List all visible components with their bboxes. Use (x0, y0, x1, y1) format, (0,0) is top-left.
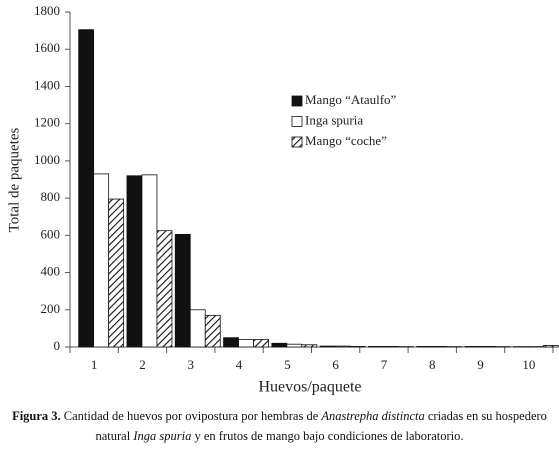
bar (431, 346, 448, 348)
bar (141, 174, 158, 348)
legend-swatch (291, 136, 303, 148)
x-tick-label: 8 (429, 357, 436, 372)
caption-text: y en frutos de mango bajo condiciones de… (191, 429, 464, 443)
caption-italic: Anastrepha distincta (321, 409, 425, 423)
x-tick-label: 2 (139, 357, 146, 372)
legend-swatch (291, 95, 303, 107)
y-tick-label: 400 (41, 264, 61, 279)
bar (334, 345, 351, 348)
bar (301, 344, 318, 348)
bar (253, 339, 269, 348)
bar (319, 345, 336, 348)
x-tick-label: 5 (284, 357, 291, 372)
x-tick-label: 9 (477, 357, 484, 372)
y-tick-label: 200 (41, 301, 61, 316)
legend-swatch (291, 116, 303, 127)
caption-text: Cantidad de huevos por ovipostura por he… (60, 409, 322, 423)
bar (78, 29, 95, 348)
bar (156, 230, 173, 348)
bar (238, 339, 254, 348)
y-tick-label: 800 (41, 189, 61, 204)
caption-text: criadas en su hospedero natural (95, 409, 547, 443)
y-tick-label: 1000 (34, 152, 60, 167)
y-tick-label: 1800 (34, 3, 60, 18)
x-tick-label: 3 (188, 357, 195, 372)
caption-label: Figura 3. (12, 409, 61, 423)
bar (349, 346, 366, 348)
y-tick-label: 600 (41, 226, 61, 241)
x-tick-label: 4 (236, 357, 243, 372)
x-tick-label: 10 (522, 357, 535, 372)
caption-italic: Inga spuria (133, 429, 192, 443)
x-tick-label: 6 (332, 357, 339, 372)
y-tick-label: 1200 (34, 115, 60, 130)
bar (108, 198, 125, 348)
caption: Figura 3. Cantidad de huevos por ovipost… (0, 406, 559, 446)
chart: Huevos/paquete Total de paquetes 0 200 400… (6, 3, 559, 396)
x-axis-label: Huevos/paquete (258, 379, 361, 396)
bar (368, 346, 384, 348)
x-tick-label: 1 (91, 357, 98, 372)
bar (204, 314, 221, 348)
bar (126, 175, 143, 348)
y-tick-label: 1400 (34, 77, 60, 92)
y-axis-label: Total de paquetes (6, 127, 22, 232)
bar (383, 346, 399, 348)
bar (542, 345, 559, 348)
bar (286, 343, 303, 348)
y-tick-label: 0 (54, 338, 61, 353)
x-tick-label: 7 (381, 357, 388, 372)
legend-label: Inga spuria (305, 112, 363, 127)
legend-label: Mango “Ataulfo” (305, 92, 397, 107)
bar (271, 342, 288, 348)
legend-label: Mango “coche” (305, 133, 387, 148)
bar (93, 173, 110, 348)
bar (189, 309, 206, 348)
bar (223, 337, 239, 348)
bar (416, 346, 433, 348)
bar (479, 346, 496, 348)
bar (464, 346, 481, 348)
bar (174, 234, 191, 348)
y-tick-label: 1600 (34, 40, 60, 55)
